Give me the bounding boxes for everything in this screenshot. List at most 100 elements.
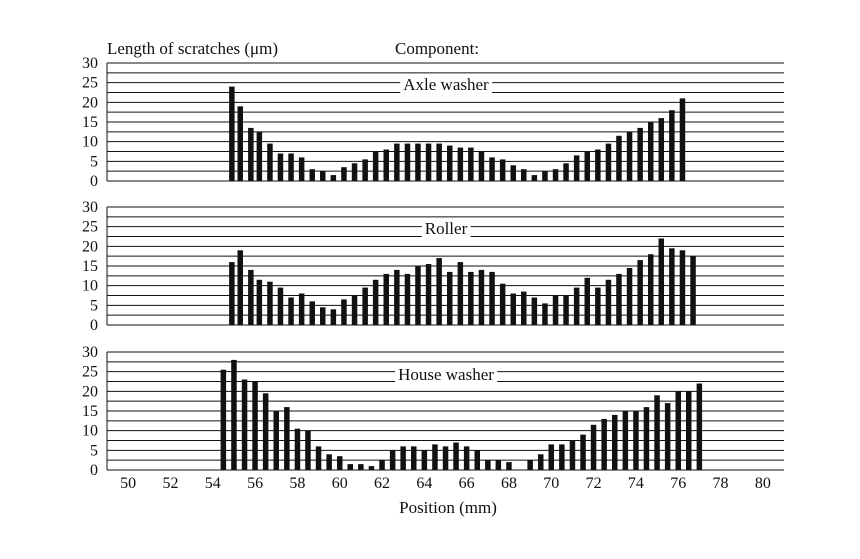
bar [675, 391, 681, 470]
bar [669, 248, 675, 325]
bar [320, 307, 326, 325]
bar [252, 381, 258, 470]
bar [248, 269, 254, 325]
bar [298, 293, 305, 325]
bar [559, 444, 565, 470]
x-tick-label: 78 [713, 475, 729, 492]
bar [277, 287, 284, 325]
y-tick-label: 30 [82, 55, 98, 72]
x-tick-label: 60 [332, 475, 348, 492]
y-tick-label: 0 [90, 173, 98, 190]
y-tick-label: 30 [82, 344, 98, 361]
bar [315, 446, 322, 470]
bar [510, 165, 516, 181]
y-axis-label: Length of scratches (μm) [107, 39, 278, 58]
x-tick-label: 70 [543, 475, 559, 492]
bar [256, 131, 263, 181]
bar [679, 98, 686, 181]
panel-2: 0 5 10 15 20 25 30 Roller [82, 199, 784, 334]
bar [421, 450, 428, 470]
bar [351, 163, 358, 181]
panel-title-bg [421, 219, 471, 238]
bar [309, 169, 315, 181]
y-tick-label: 10 [82, 423, 98, 440]
bar [326, 454, 332, 470]
bar [626, 268, 633, 325]
bar [262, 393, 269, 470]
y-tick-label: 0 [90, 317, 98, 334]
y-tick-label: 0 [90, 462, 98, 479]
bar [372, 279, 379, 325]
bar [379, 460, 385, 470]
bar [658, 238, 664, 325]
y-tick-label: 15 [82, 258, 98, 275]
bar [669, 110, 675, 181]
bar [478, 269, 485, 325]
bar [531, 297, 538, 325]
x-tick-label: 54 [205, 475, 221, 492]
bar [425, 264, 432, 325]
bar [277, 153, 284, 181]
bar [229, 262, 235, 325]
x-tick-label: 80 [755, 475, 771, 492]
bar [389, 450, 396, 470]
bar [489, 271, 495, 325]
bar [341, 167, 347, 181]
bar [229, 86, 235, 181]
bar [478, 151, 485, 181]
x-tick-label: 52 [162, 475, 178, 492]
bar [654, 395, 660, 470]
bar [605, 143, 612, 181]
x-tick-label: 58 [289, 475, 305, 492]
y-tick-label: 5 [90, 153, 98, 170]
bar [521, 291, 527, 325]
x-axis-label: Position (mm) [399, 498, 497, 517]
component-header: Component: [395, 39, 479, 58]
bar [351, 295, 358, 325]
bar [284, 407, 290, 470]
bar [584, 277, 590, 325]
bar [563, 295, 569, 325]
bar [442, 446, 449, 470]
bar [499, 159, 506, 181]
bar [637, 127, 643, 181]
bar [298, 157, 305, 181]
bar [643, 407, 650, 470]
bar [320, 171, 326, 181]
bar [330, 309, 337, 325]
bar [474, 450, 480, 470]
bar [341, 299, 347, 325]
bar [542, 171, 548, 181]
bar [362, 287, 368, 325]
bar [453, 442, 459, 470]
bar [552, 169, 559, 181]
bar [510, 293, 516, 325]
bar [404, 273, 411, 325]
bar [690, 256, 696, 325]
bar [499, 283, 506, 325]
y-tick-label: 20 [82, 238, 98, 255]
y-tick-label: 10 [82, 134, 98, 151]
bar [595, 149, 601, 181]
bar [616, 273, 622, 325]
bar [531, 175, 538, 181]
bar [569, 440, 576, 470]
bar [404, 143, 411, 181]
bar [489, 157, 495, 181]
bar [447, 271, 453, 325]
bar [415, 143, 421, 181]
bar [394, 143, 400, 181]
bar [415, 266, 421, 325]
bar [372, 151, 379, 181]
y-tick-label: 5 [90, 297, 98, 314]
bar [248, 127, 254, 181]
bar [626, 131, 633, 181]
bar [288, 153, 294, 181]
bar [305, 430, 311, 470]
bar [362, 159, 368, 181]
x-tick-label: 64 [416, 475, 432, 492]
bar [468, 271, 474, 325]
x-tick-label: 76 [670, 475, 686, 492]
bar [368, 466, 375, 470]
